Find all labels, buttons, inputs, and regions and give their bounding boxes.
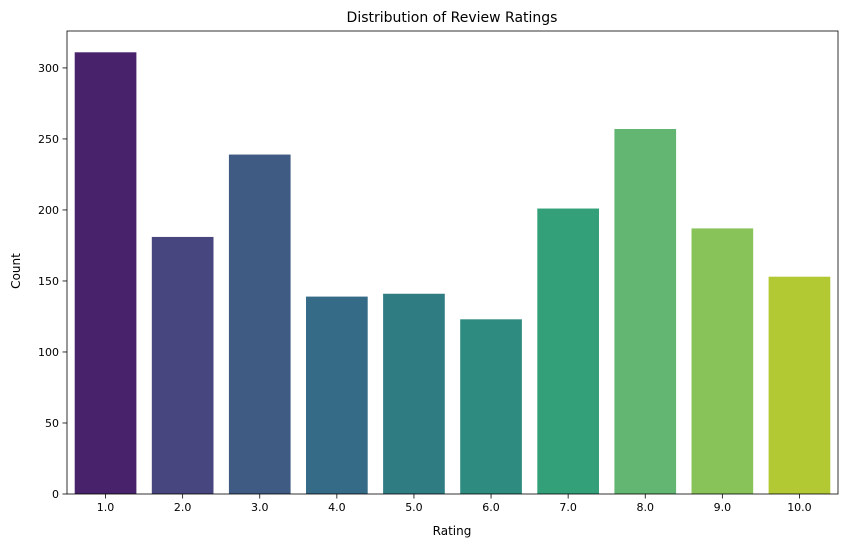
plot-area: 1.0 2.0 3.0 4.0 5.0 6.0 7.0 8.0 9.0 10.0 0 50 100 150…: [38, 30, 839, 514]
y-tick-label: 0: [52, 488, 59, 501]
x-tick-label: 8.0: [637, 501, 655, 514]
bar-4.0: [306, 296, 368, 494]
x-tick-label: 9.0: [714, 501, 732, 514]
bar-2.0: [151, 236, 214, 494]
y-axis-label: Count: [9, 253, 23, 289]
plot-frame: [66, 30, 839, 495]
x-tick-label: 6.0: [482, 501, 500, 514]
bar-8.0: [614, 129, 677, 494]
x-tick-label: 10.0: [787, 501, 812, 514]
y-tick-label: 300: [38, 62, 59, 75]
bar-10.0: [768, 276, 831, 494]
y-tick-label: 250: [38, 133, 59, 146]
x-tick-label: 4.0: [328, 501, 346, 514]
x-tick-label: 2.0: [174, 501, 192, 514]
bar-9.0: [691, 228, 754, 494]
y-tick-label: 100: [38, 346, 59, 359]
bar-3.0: [228, 154, 291, 494]
bar-1.0: [74, 52, 137, 495]
x-tick-label: 5.0: [405, 501, 423, 514]
x-tick-label: 1.0: [97, 501, 115, 514]
y-tick-label: 200: [38, 204, 59, 217]
chart-title: Distribution of Review Ratings: [347, 10, 558, 26]
bar-5.0: [383, 293, 445, 494]
bar-6.0: [460, 319, 522, 494]
x-tick-label: 3.0: [251, 501, 269, 514]
bar-7.0: [537, 208, 599, 494]
y-tick-label: 50: [45, 417, 59, 430]
x-tick-label: 7.0: [559, 501, 577, 514]
y-tick-label: 150: [38, 275, 59, 288]
x-axis-label: Rating: [433, 524, 472, 538]
